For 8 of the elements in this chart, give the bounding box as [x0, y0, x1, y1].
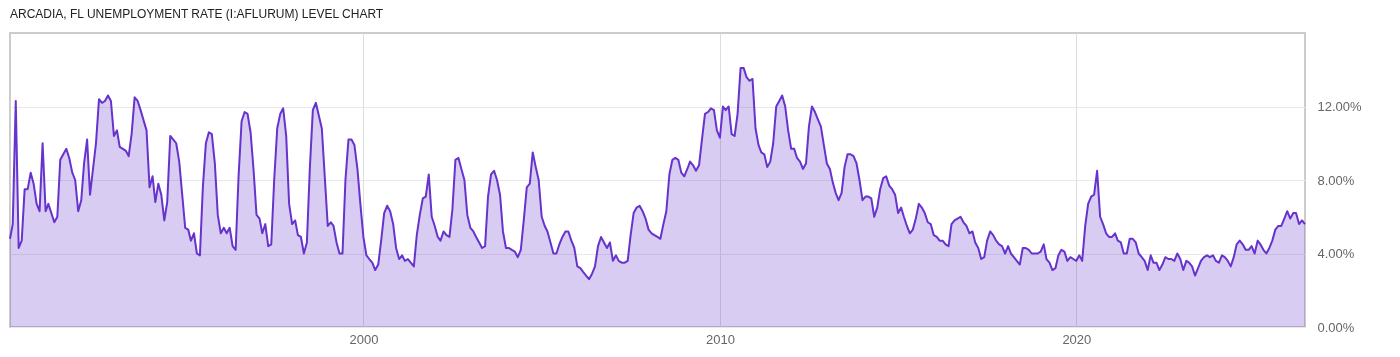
y-tick-label: 4.00%	[1317, 246, 1355, 261]
y-tick-label: 8.00%	[1317, 172, 1355, 188]
x-tick-label: 2010	[705, 331, 735, 347]
x-tick-label: 2020	[1062, 331, 1092, 347]
y-tick-label: 12.00%	[1317, 99, 1363, 114]
x-tick-label: 2000	[349, 331, 379, 347]
chart-title: ARCADIA, FL UNEMPLOYMENT RATE (I:AFLURUM) LEVEL CHART	[10, 7, 384, 21]
y-tick-label: 0.00%	[1317, 319, 1355, 335]
